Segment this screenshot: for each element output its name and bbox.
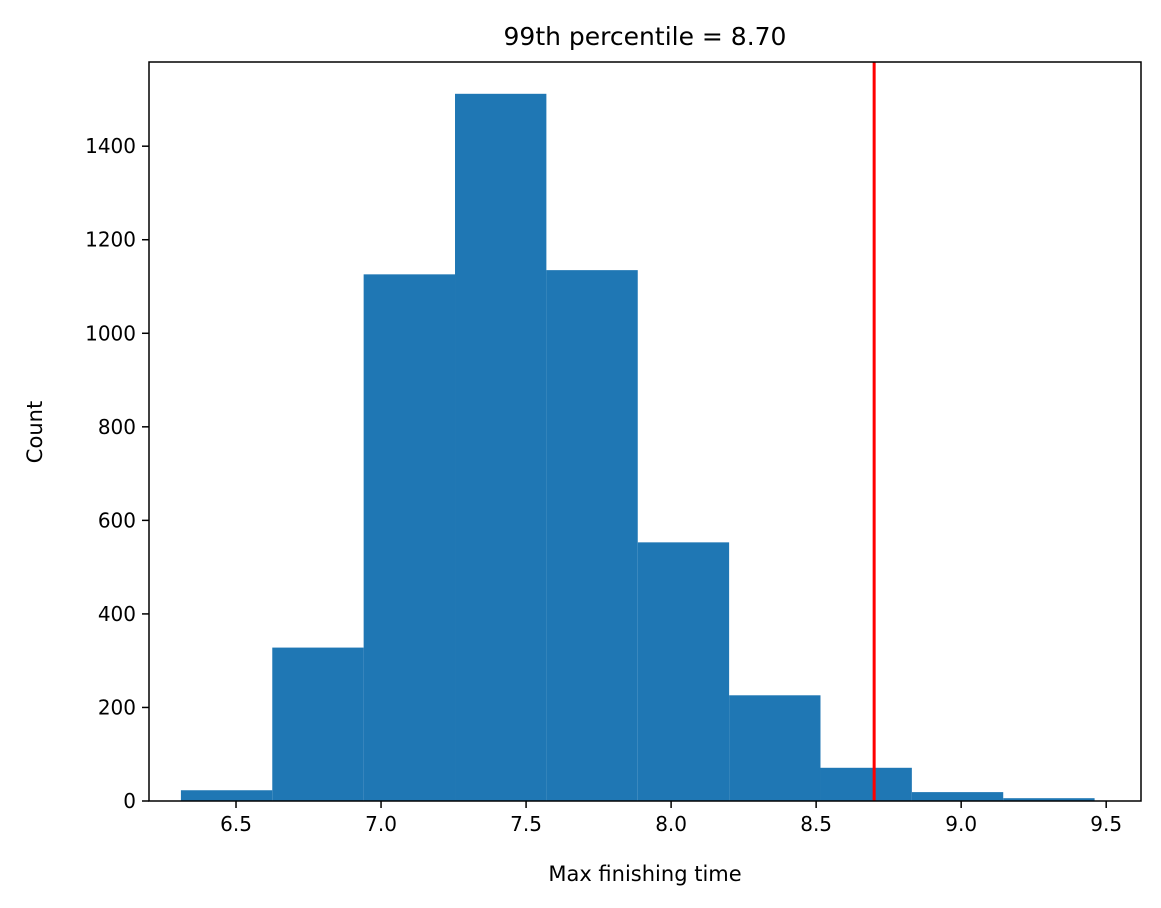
- histogram-bar-2: [363, 274, 456, 801]
- y-tick-label-5: 1000: [85, 321, 136, 345]
- y-tick-label-7: 1400: [85, 134, 136, 158]
- y-tick-label-6: 1200: [85, 228, 136, 252]
- y-tick-label-3: 600: [98, 508, 136, 532]
- bars-group: [180, 93, 1095, 802]
- histogram-bar-5: [637, 542, 730, 801]
- y-tick-label-0: 0: [123, 789, 136, 813]
- x-tick-label-1: 7.0: [365, 812, 397, 836]
- histogram-bar-4: [546, 270, 638, 801]
- histogram-bar-6: [729, 695, 821, 801]
- histogram-bar-9: [1003, 798, 1095, 801]
- plot-frame: [148, 61, 1142, 802]
- histogram-bar-0: [180, 790, 273, 801]
- x-axis-title: Max finishing time: [548, 862, 741, 886]
- histogram-bar-8: [911, 792, 1004, 801]
- x-tick-label-0: 6.5: [220, 812, 252, 836]
- x-tick-label-4: 8.5: [800, 812, 832, 836]
- x-tick-label-6: 9.5: [1090, 812, 1122, 836]
- histogram-bar-3: [455, 93, 547, 802]
- chart-title: 99th percentile = 8.70: [504, 22, 787, 51]
- histogram-bar-7: [820, 767, 912, 801]
- histogram-bar-1: [272, 647, 364, 801]
- y-tick-label-2: 400: [98, 602, 136, 626]
- x-tick-label-3: 8.0: [655, 812, 687, 836]
- x-tick-label-2: 7.5: [510, 812, 542, 836]
- x-tick-label-5: 9.0: [945, 812, 977, 836]
- y-tick-label-1: 200: [98, 695, 136, 719]
- y-tick-label-4: 800: [98, 415, 136, 439]
- y-axis-ticks: 0 200 400 600 800 1000 1200 1400: [85, 134, 149, 813]
- y-axis-title: Count: [23, 401, 47, 463]
- x-axis-ticks: 6.5 7.0 7.5 8.0 8.5 9.0 9.5: [220, 801, 1122, 836]
